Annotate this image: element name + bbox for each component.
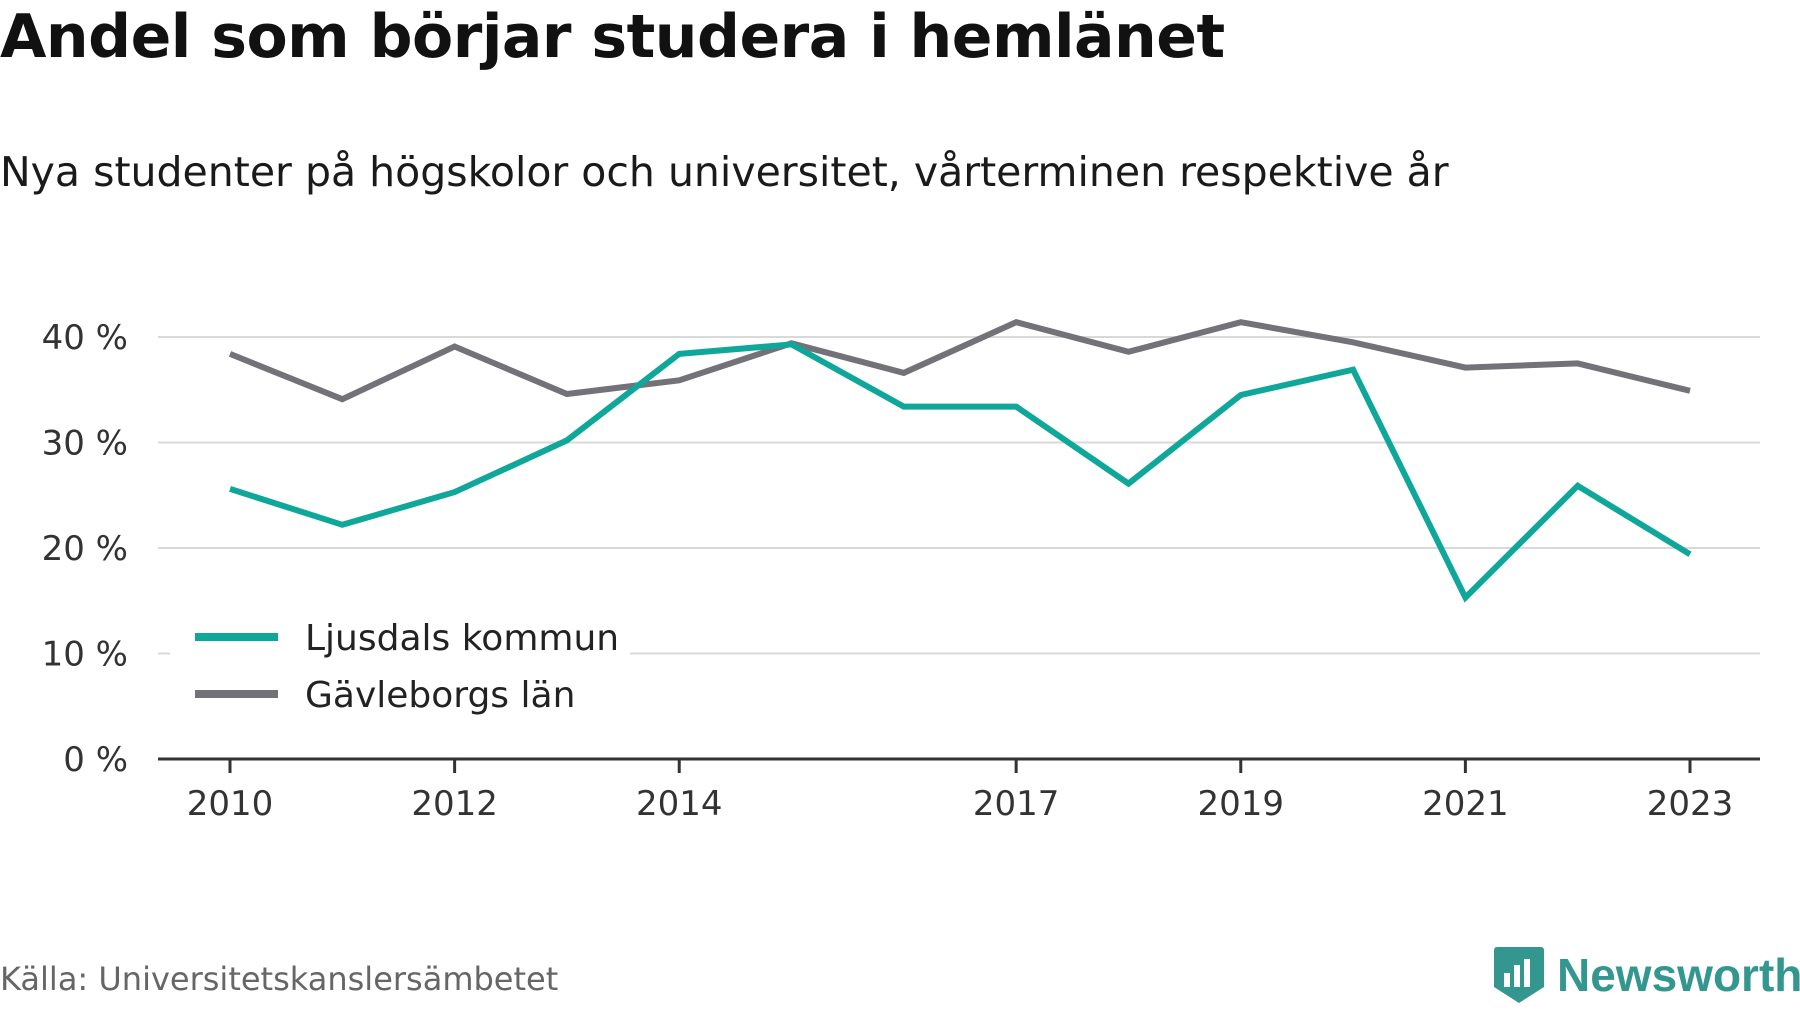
y-tick-label: 30 % (42, 424, 128, 464)
x-axis-ticks: 2010 2012 2014 2017 2019 2021 2023 (187, 759, 1734, 824)
x-tick-label: 2012 (411, 784, 498, 824)
y-tick-label: 40 % (42, 318, 128, 358)
legend-background (170, 600, 630, 725)
newsworthy-logo-icon (1494, 947, 1544, 1003)
source-note: Källa: Universitetskanslersämbetet (0, 960, 559, 998)
y-tick-label: 20 % (42, 529, 128, 569)
chart-title: Andel som börjar studera i hemlänet (0, 2, 1225, 72)
legend: Ljusdals kommun Gävleborgs län (195, 618, 619, 716)
x-tick-label: 2023 (1647, 784, 1734, 824)
y-axis-ticks: 0 % 10 % 20 % 30 % 40 % (42, 318, 128, 780)
brand-logo[interactable]: Newsworthy (1493, 940, 1800, 1010)
x-tick-label: 2010 (187, 784, 274, 824)
brand-name: Newsworthy (1557, 949, 1800, 1001)
x-tick-label: 2019 (1198, 784, 1285, 824)
x-tick-label: 2021 (1422, 784, 1509, 824)
x-tick-label: 2014 (636, 784, 723, 824)
y-tick-label: 0 % (63, 740, 128, 780)
y-tick-label: 10 % (42, 635, 128, 675)
chart-subtitle: Nya studenter på högskolor och universit… (0, 148, 1449, 196)
legend-label: Ljusdals kommun (305, 618, 619, 659)
legend-label: Gävleborgs län (305, 675, 575, 716)
series-line-gavleborgs-lan (228, 319, 1691, 403)
series-lines (228, 319, 1692, 603)
x-tick-label: 2017 (973, 784, 1060, 824)
series-line-ljusdals-kommun (229, 341, 1692, 603)
